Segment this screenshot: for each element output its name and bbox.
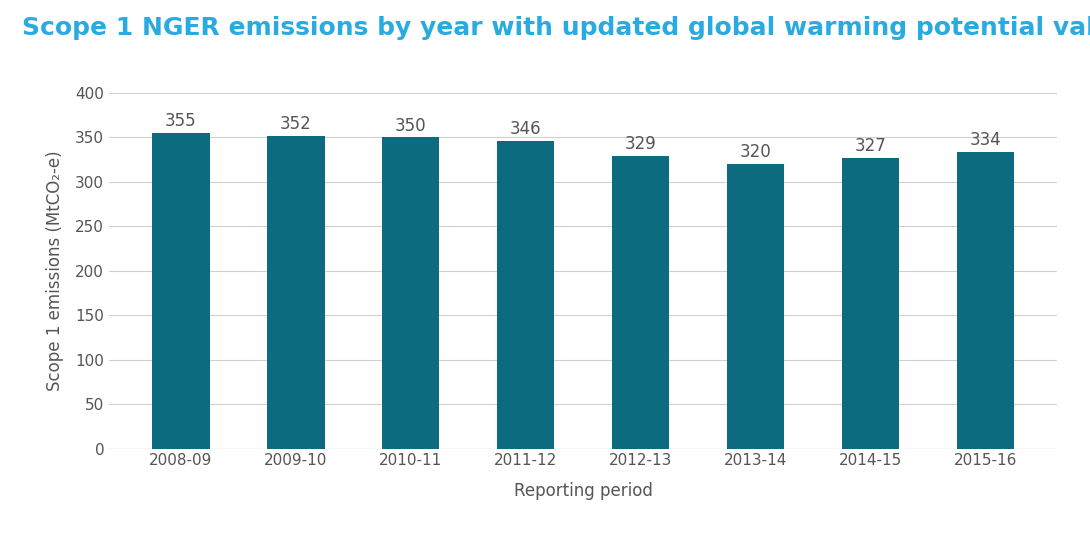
Bar bbox=[497, 141, 555, 449]
Bar bbox=[727, 164, 785, 449]
Text: 334: 334 bbox=[970, 131, 1002, 149]
X-axis label: Reporting period: Reporting period bbox=[513, 482, 653, 501]
Text: 352: 352 bbox=[280, 115, 312, 133]
Bar bbox=[611, 156, 669, 449]
Bar bbox=[841, 158, 899, 449]
Y-axis label: Scope 1 emissions (MtCO₂-e): Scope 1 emissions (MtCO₂-e) bbox=[46, 150, 64, 391]
Bar bbox=[267, 136, 325, 449]
Bar bbox=[957, 152, 1014, 449]
Text: 346: 346 bbox=[510, 120, 542, 138]
Text: Scope 1 NGER emissions by year with updated global warming potential values: Scope 1 NGER emissions by year with upda… bbox=[22, 16, 1090, 40]
Text: 355: 355 bbox=[165, 112, 196, 130]
Text: 350: 350 bbox=[395, 117, 426, 135]
Text: 320: 320 bbox=[740, 143, 772, 161]
Bar bbox=[382, 137, 439, 449]
Text: 327: 327 bbox=[855, 137, 886, 155]
Bar bbox=[153, 133, 209, 449]
Text: 329: 329 bbox=[625, 136, 656, 154]
